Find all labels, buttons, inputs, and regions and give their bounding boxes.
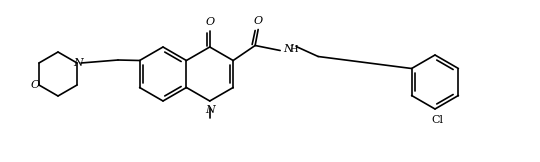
Text: N: N — [73, 58, 83, 68]
Text: N: N — [205, 105, 214, 115]
Text: O: O — [30, 80, 39, 90]
Text: H: H — [289, 45, 298, 54]
Text: Cl: Cl — [431, 115, 443, 125]
Text: O: O — [205, 17, 214, 27]
Text: N: N — [283, 45, 293, 54]
Text: O: O — [254, 16, 263, 25]
